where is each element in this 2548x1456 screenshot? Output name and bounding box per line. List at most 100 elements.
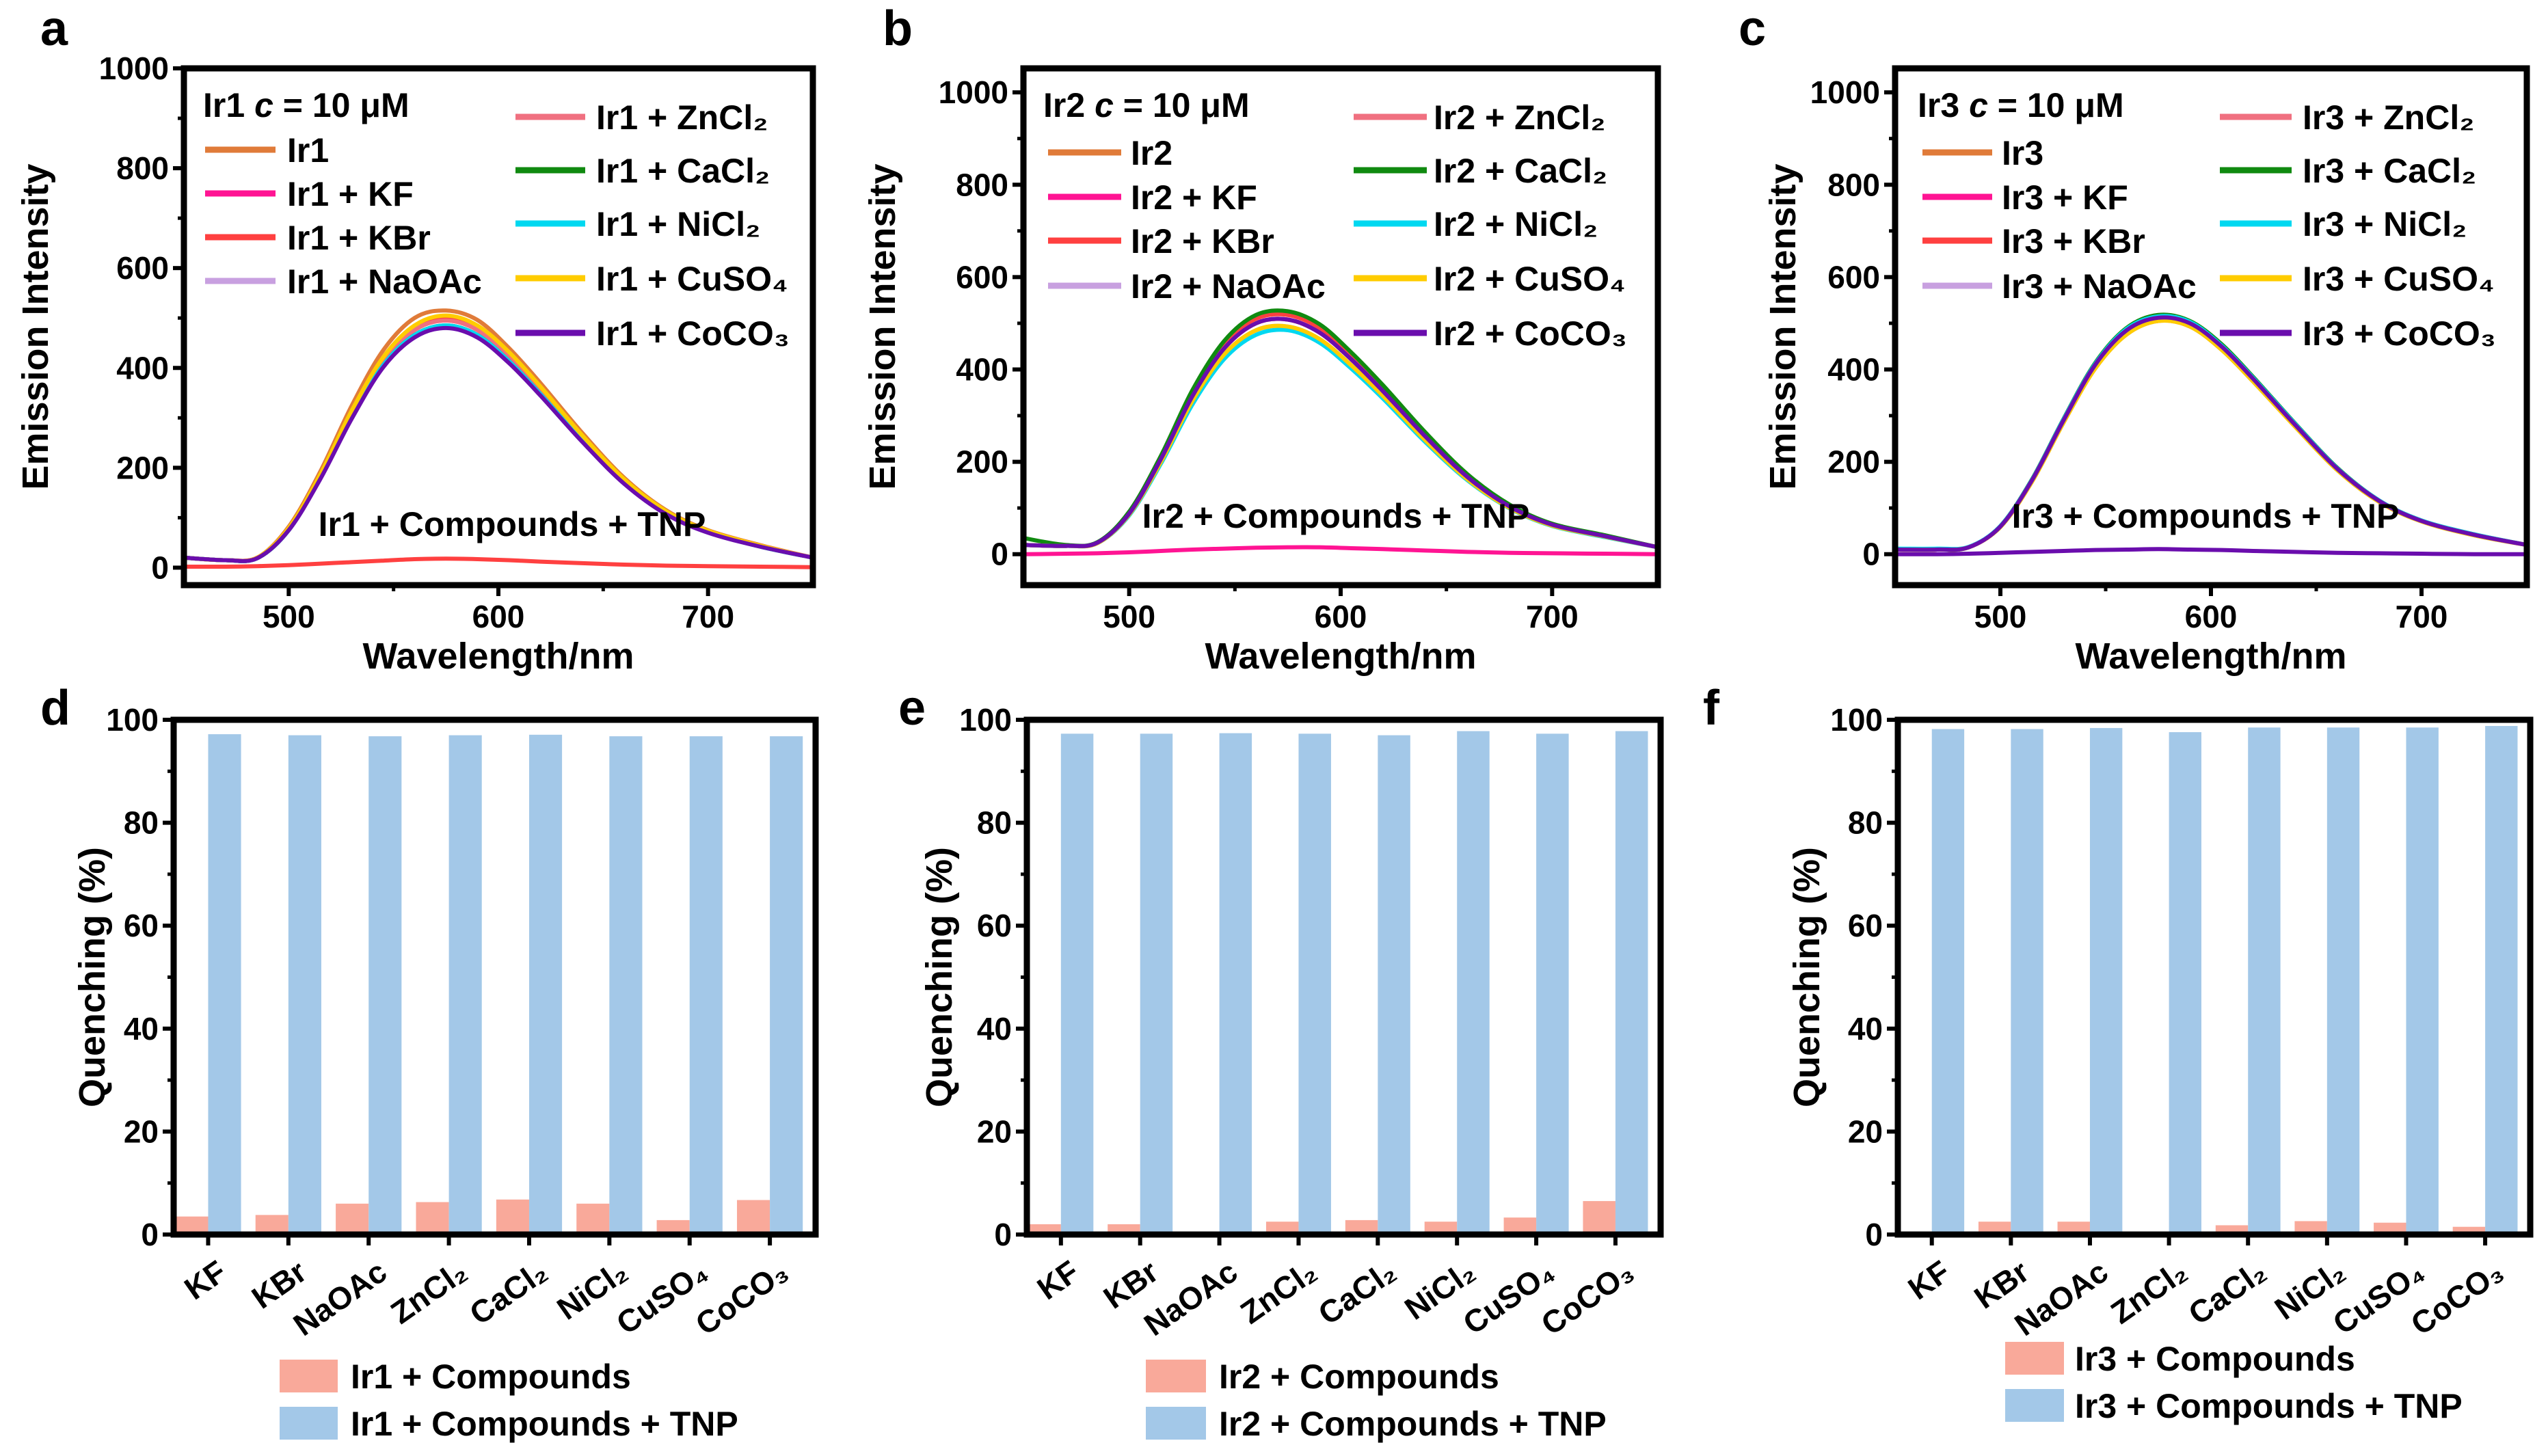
y-axis-label: Emission Intensity	[1762, 163, 1803, 489]
y-tick-label: 40	[1848, 1011, 1883, 1047]
x-tick-label: KF	[178, 1254, 232, 1307]
legend-entry: Ir1 + Compounds	[351, 1358, 631, 1396]
legend-entry: Ir2 + Compounds + TNP	[1219, 1405, 1607, 1443]
bar-compounds-tnp	[1140, 733, 1173, 1235]
bar-compounds-tnp	[2326, 727, 2360, 1235]
y-tick-label: 20	[124, 1114, 159, 1149]
x-tick-label: NaOAc	[286, 1254, 392, 1343]
legend-entry: Ir2	[1131, 134, 1172, 172]
x-tick-label: CoCO₃	[689, 1254, 794, 1343]
legend-entry: Ir2 + KBr	[1131, 222, 1274, 260]
series-line	[1023, 545, 1658, 556]
y-tick-label: 1000	[1810, 75, 1880, 110]
y-tick-label: 800	[1827, 167, 1880, 202]
series-line	[1895, 315, 2527, 552]
legend-entry: Ir1	[287, 131, 329, 170]
bar-compounds-tnp	[2485, 726, 2518, 1235]
series-line	[184, 325, 813, 563]
legend-conc-symbol: c	[1969, 86, 1988, 124]
y-tick-label: 600	[116, 250, 169, 286]
y-tick-label: 60	[124, 908, 159, 943]
y-tick-label: 1000	[939, 75, 1008, 110]
legend-swatch	[280, 1407, 338, 1440]
bar-compounds	[255, 1215, 289, 1235]
y-axis-label: Quenching (%)	[919, 847, 960, 1107]
x-tick-label: 700	[682, 599, 734, 634]
series-line	[184, 556, 813, 569]
emission-chart-b: b 0 200 400 600 800 1000 500 600 700 Ir2 c = 10 μM…	[862, 1, 1661, 677]
y-tick-label: 0	[151, 550, 169, 585]
legend-entry: Ir1 + CuSO₄	[596, 260, 788, 298]
x-tick-label: 700	[1526, 599, 1579, 634]
legend-entry: Ir3 + CoCO₃	[2303, 314, 2496, 353]
bar-compounds	[736, 1200, 770, 1235]
y-tick-label: 200	[1827, 444, 1880, 480]
y-axis-label: Quenching (%)	[72, 847, 113, 1107]
y-tick-label: 0	[1862, 537, 1880, 572]
bar-compounds-tnp	[448, 735, 482, 1235]
series-line	[1895, 547, 2527, 556]
bar-compounds-tnp	[1536, 733, 1569, 1235]
legend-conc-symbol: c	[1095, 86, 1114, 124]
x-tick-label: 600	[1315, 599, 1367, 634]
bar-compounds	[1345, 1219, 1378, 1235]
y-tick-label: 200	[956, 444, 1008, 480]
legend-entry: Ir3 + CaCl₂	[2303, 152, 2476, 190]
legend-entry: Ir1 + CoCO₃	[596, 314, 790, 353]
y-axis-label: Quenching (%)	[1786, 847, 1827, 1107]
y-tick-label: 400	[1827, 351, 1880, 387]
legend-sample: Ir1	[203, 86, 254, 124]
emission-chart-a: a 0 200 400 600 800 1000 500 600 700 Ir1 c = 10 μM…	[15, 1, 816, 677]
x-axis-label: Wavelength/nm	[2075, 636, 2346, 677]
legend-title: Ir2 c = 10 μM	[1043, 86, 1250, 124]
bar-compounds	[656, 1219, 690, 1235]
bar-compounds-tnp	[1457, 731, 1490, 1235]
series-line	[1023, 316, 1658, 550]
x-tick-label: 600	[2185, 599, 2238, 634]
bar-compounds	[1978, 1222, 2011, 1235]
legend-sample: Ir2	[1043, 86, 1095, 124]
y-tick-label: 0	[1865, 1217, 1883, 1252]
y-tick-label: 40	[977, 1011, 1012, 1047]
y-axis-label: Emission Intensity	[15, 163, 56, 489]
x-axis-label: Wavelength/nm	[362, 636, 634, 677]
x-tick-label: ZnCl₂	[2104, 1254, 2193, 1331]
x-tick-label: ZnCl₂	[384, 1254, 473, 1331]
plot-frame	[1020, 65, 1661, 589]
bar-compounds	[1583, 1201, 1615, 1235]
bar-compounds	[336, 1203, 369, 1235]
x-tick-label: 500	[1103, 599, 1155, 634]
legend-entry: Ir1 + KBr	[287, 219, 431, 257]
bar-compounds-tnp	[1615, 731, 1648, 1235]
y-tick-label: 80	[1848, 805, 1883, 841]
y-tick-label: 20	[977, 1114, 1012, 1149]
x-tick-label: CoCO₃	[1535, 1254, 1640, 1343]
y-axis-label: Emission Intensity	[862, 163, 903, 489]
legend-entry: Ir2 + CuSO₄	[1434, 260, 1626, 298]
tnp-annotation: Ir1 + Compounds + TNP	[319, 505, 706, 543]
bar-compounds-tnp	[2089, 728, 2123, 1235]
legend-entry: Ir3 + KF	[2002, 178, 2128, 217]
y-tick-label: 200	[116, 450, 169, 485]
bar-compounds-tnp	[1060, 733, 1094, 1235]
legend-entry: Ir1 + KF	[287, 175, 414, 213]
x-tick-label: CaCl₂	[463, 1254, 553, 1332]
plot-frame	[170, 716, 819, 1238]
y-tick-label: 100	[1830, 702, 1883, 738]
legend-entry: Ir3 + NaOAc	[2002, 267, 2197, 306]
y-tick-label: 100	[959, 702, 1012, 738]
y-tick-label: 20	[1848, 1114, 1883, 1149]
y-tick-label: 0	[141, 1217, 159, 1252]
panel-label: d	[40, 681, 70, 736]
y-tick-label: 80	[124, 805, 159, 841]
plot-frame	[1023, 716, 1664, 1238]
x-axis-label: Wavelength/nm	[1205, 636, 1476, 677]
legend-entry: Ir2 + CoCO₃	[1434, 314, 1627, 353]
legend-swatch	[2005, 1342, 2064, 1375]
x-tick-label: KF	[1901, 1254, 1956, 1307]
y-tick-label: 800	[116, 150, 169, 186]
bar-compounds-tnp	[1298, 733, 1331, 1235]
